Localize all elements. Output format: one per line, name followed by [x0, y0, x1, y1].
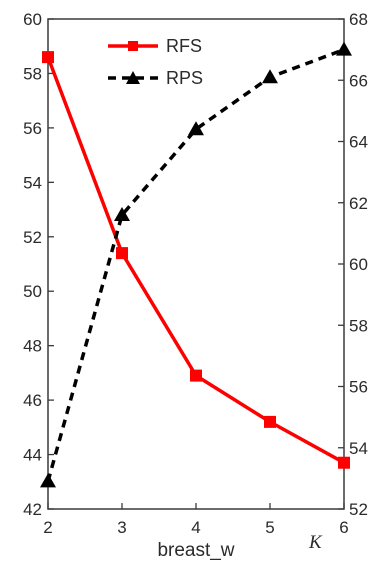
data-point-rfs — [338, 456, 350, 469]
x-tick-label: 5 — [265, 518, 274, 537]
x-axis-corner-label: K — [308, 532, 323, 553]
left-tick-label: 48 — [23, 337, 42, 356]
left-tick-label: 50 — [23, 282, 42, 301]
legend-label-rps: RPS — [166, 68, 203, 88]
x-axis-label: breast_w — [157, 540, 234, 561]
right-tick-label: 68 — [349, 10, 368, 29]
right-tick-label: 60 — [349, 255, 368, 274]
right-tick-label: 52 — [349, 500, 368, 519]
data-point-rfs — [190, 369, 202, 382]
legend: RFS RPS — [108, 36, 203, 88]
data-point-rfs — [42, 51, 54, 64]
series-layer — [40, 41, 352, 488]
left-tick-label: 52 — [23, 228, 42, 247]
left-tick-label: 60 — [23, 10, 42, 29]
left-tick-label: 46 — [23, 391, 42, 410]
right-tick-label: 56 — [349, 378, 368, 397]
data-point-rfs — [116, 247, 128, 260]
right-tick-label: 66 — [349, 71, 368, 90]
x-axis: 2 3 4 5 6 — [43, 503, 349, 537]
plot-frame — [47, 18, 345, 510]
legend-label-rfs: RFS — [166, 36, 202, 56]
left-tick-label: 42 — [23, 500, 42, 519]
legend-marker-rps — [126, 71, 140, 84]
right-tick-label: 58 — [349, 316, 368, 335]
right-tick-label: 64 — [349, 133, 368, 152]
x-tick-label: 4 — [191, 518, 200, 537]
x-tick-label: 2 — [43, 518, 52, 537]
data-point-rps — [262, 69, 278, 84]
series-line-rps — [46, 47, 345, 482]
left-tick-label: 58 — [23, 64, 42, 83]
data-point-rps — [188, 121, 204, 136]
x-tick-label: 6 — [339, 518, 348, 537]
right-tick-label: 54 — [349, 439, 368, 458]
legend-marker-rfs — [128, 41, 138, 51]
left-axis: 42 44 46 48 50 52 54 56 58 60 — [23, 10, 54, 519]
left-tick-label: 56 — [23, 119, 42, 138]
right-axis: 52 54 56 58 60 62 64 66 68 — [338, 10, 368, 519]
data-point-rps — [114, 207, 130, 221]
left-tick-label: 44 — [23, 446, 42, 465]
data-point-rps — [336, 41, 352, 56]
x-tick-label: 3 — [117, 518, 126, 537]
data-point-rps — [40, 473, 56, 488]
left-tick-label: 54 — [23, 173, 42, 192]
data-point-rfs — [264, 415, 276, 428]
right-tick-label: 62 — [349, 194, 368, 213]
